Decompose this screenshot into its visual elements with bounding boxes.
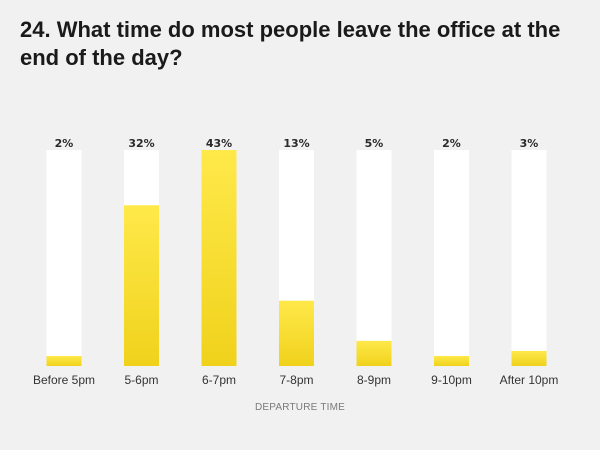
x-axis-label: DEPARTURE TIME: [254, 402, 346, 413]
x-tick-label: 7-8pm: [279, 373, 313, 387]
bar-track: [434, 150, 469, 366]
bar: [356, 340, 392, 366]
bar-value-label: 32%: [128, 137, 154, 150]
bar: [201, 150, 237, 366]
bar-value-label: 43%: [206, 137, 232, 150]
bar: [279, 300, 314, 366]
x-tick-label: 9-10pm: [431, 373, 472, 387]
bar: [124, 205, 159, 366]
x-tick-label: 8-9pm: [357, 373, 391, 387]
bar-value-label: 13%: [283, 137, 309, 150]
bar-value-label: 5%: [365, 137, 384, 150]
bar-value-label: 2%: [442, 137, 461, 150]
bar: [434, 355, 469, 366]
bar-value-label: 3%: [520, 137, 539, 150]
bar-track: [511, 150, 547, 366]
bar-track: [356, 150, 392, 366]
x-tick-label: After 10pm: [500, 373, 559, 387]
bar-track: [46, 150, 82, 366]
x-tick-label: 5-6pm: [124, 373, 158, 387]
x-tick-label: 6-7pm: [202, 373, 236, 387]
x-tick-label: Before 5pm: [33, 373, 95, 387]
bar: [511, 350, 547, 366]
bar-value-label: 2%: [55, 137, 74, 150]
chart-title: 24. What time do most people leave the o…: [20, 17, 561, 70]
bar: [46, 355, 82, 366]
